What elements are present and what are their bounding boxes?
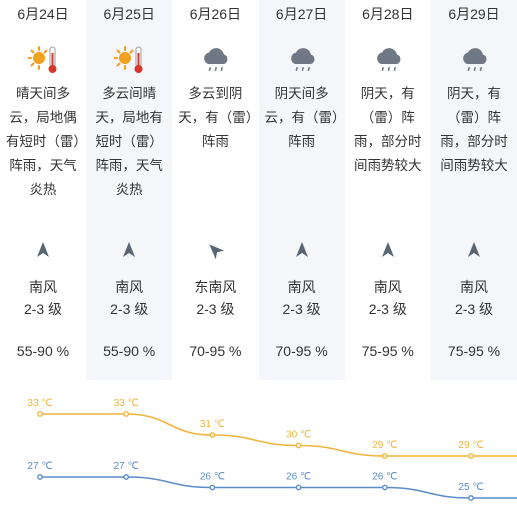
date-label: 6月26日 — [189, 6, 242, 22]
low-temp-point — [468, 495, 474, 501]
temperature-chart: 33 ℃ 33 ℃ 31 ℃ 30 ℃ 29 ℃ 29 ℃ 27 ℃ 27 ℃ 26 ℃ 26 ℃… — [27, 398, 517, 501]
low-temp-label: 27 ℃ — [114, 461, 139, 472]
weather-description: 晴天间多云，局地偶有短时（雷）阵雨，天气炎热 — [5, 86, 81, 197]
low-temp-point — [37, 474, 43, 480]
low-temp-label: 26 ℃ — [200, 472, 225, 483]
forecast-day-column: 6月28日 阴天，有（雷）阵雨，部分时间雨势较大 南风 2-3 级 75-95 … — [345, 0, 431, 380]
wind-info: 东南风 2-3 级 — [172, 276, 258, 320]
rain-cloud-icon — [287, 44, 319, 76]
low-temp-label: 25 ℃ — [458, 482, 483, 493]
high-temp-point — [295, 442, 302, 449]
high-temp-point — [381, 453, 388, 459]
date-label: 6月29日 — [448, 6, 500, 22]
wind-level-label: 2-3 级 — [23, 301, 63, 317]
low-temp-line — [39, 476, 517, 499]
high-temp-point — [37, 411, 43, 417]
weather-description: 阴天，有（雷）阵雨，部分时间雨势较大 — [440, 86, 508, 173]
high-temp-point — [468, 453, 474, 459]
forecast-day-column: 6月24日 晴天间多云，局地偶有短时（雷）阵雨，天气炎热 南风 2-3 级 55… — [0, 0, 86, 380]
sunny-hot-icon — [27, 44, 60, 76]
forecast-day-column: 6月29日 阴天，有（雷）阵雨，部分时间雨势较大 南风 2-3 级 75-95 … — [431, 0, 517, 380]
high-temp-label: 29 ℃ — [372, 440, 397, 451]
high-temp-label: 30 ℃ — [286, 430, 311, 441]
wind-direction-label: 南风 — [115, 279, 144, 295]
date-label: 6月24日 — [17, 6, 69, 22]
high-temp-point — [209, 432, 216, 438]
rain-cloud-icon — [459, 44, 491, 76]
low-temp-point — [381, 484, 388, 491]
weather-description: 多云到阴天，有（雷）阵雨 — [178, 86, 253, 149]
wind-direction-icon — [205, 240, 225, 260]
high-temp-label: 33 ℃ — [114, 398, 139, 409]
wind-level-label: 2-3 级 — [282, 301, 321, 317]
low-temp-label: 26 ℃ — [286, 472, 311, 483]
wind-level-label: 2-3 级 — [110, 301, 149, 317]
wind-direction-icon — [33, 240, 53, 260]
wind-info: 南风 2-3 级 — [86, 276, 172, 320]
low-temp-point — [295, 484, 302, 491]
high-temp-label: 31 ℃ — [200, 419, 225, 430]
humidity-label: 55-90 % — [16, 343, 70, 359]
wind-direction-icon — [119, 240, 139, 260]
sunny-hot-icon — [113, 44, 146, 76]
weather-description: 阴天，有（雷）阵雨，部分时间雨势较大 — [354, 86, 422, 173]
rain-cloud-icon — [373, 44, 405, 76]
date-label: 6月27日 — [275, 6, 328, 22]
wind-info: 南风 2-3 级 — [259, 276, 345, 320]
high-temp-label: 29 ℃ — [458, 440, 483, 451]
wind-direction-icon — [464, 240, 484, 260]
high-temp-line — [40, 413, 517, 457]
wind-level-label: 2-3 级 — [454, 301, 494, 317]
forecast-day-column: 6月25日 多云间晴天，局地有短时（雷）阵雨，天气炎热 南风 2-3 级 55-… — [86, 0, 173, 380]
date-label: 6月28日 — [362, 6, 414, 22]
wind-direction-label: 南风 — [29, 279, 57, 295]
date-label: 6月25日 — [103, 6, 155, 22]
wind-direction-icon — [292, 240, 312, 260]
weather-description: 阴天间多云，有（雷）阵雨 — [264, 86, 339, 149]
wind-direction-icon — [378, 240, 398, 260]
humidity-label: 75-95 % — [361, 343, 414, 359]
low-temp-point — [209, 484, 216, 491]
weather-description: 多云间晴天，局地有短时（雷）阵雨，天气炎热 — [95, 86, 163, 197]
wind-level-label: 2-3 级 — [368, 301, 407, 317]
high-temp-point — [123, 411, 130, 417]
wind-info: 南风 2-3 级 — [431, 276, 517, 320]
humidity-label: 70-95 % — [275, 343, 328, 359]
low-temp-point — [123, 474, 130, 480]
rain-cloud-icon — [200, 44, 232, 76]
low-temp-label: 27 ℃ — [27, 461, 52, 472]
forecast-day-column: 6月27日 阴天间多云，有（雷）阵雨 南风 2-3 级 70-95 % — [258, 0, 345, 380]
wind-direction-label: 南风 — [460, 279, 488, 295]
wind-level-label: 2-3 级 — [196, 301, 235, 317]
humidity-label: 75-95 % — [447, 343, 501, 359]
high-temp-label: 33 ℃ — [27, 398, 52, 409]
humidity-label: 70-95 % — [189, 343, 242, 359]
wind-direction-label: 南风 — [373, 279, 402, 295]
wind-info: 南风 2-3 级 — [0, 276, 86, 320]
low-temp-label: 26 ℃ — [372, 472, 397, 483]
wind-direction-label: 南风 — [287, 279, 316, 295]
wind-direction-label: 东南风 — [194, 279, 237, 295]
forecast-day-column: 6月26日 多云到阴天，有（雷）阵雨 东南风 2-3 级 70-95 % — [172, 0, 258, 380]
wind-info: 南风 2-3 级 — [345, 276, 431, 320]
humidity-label: 55-90 % — [103, 343, 156, 359]
